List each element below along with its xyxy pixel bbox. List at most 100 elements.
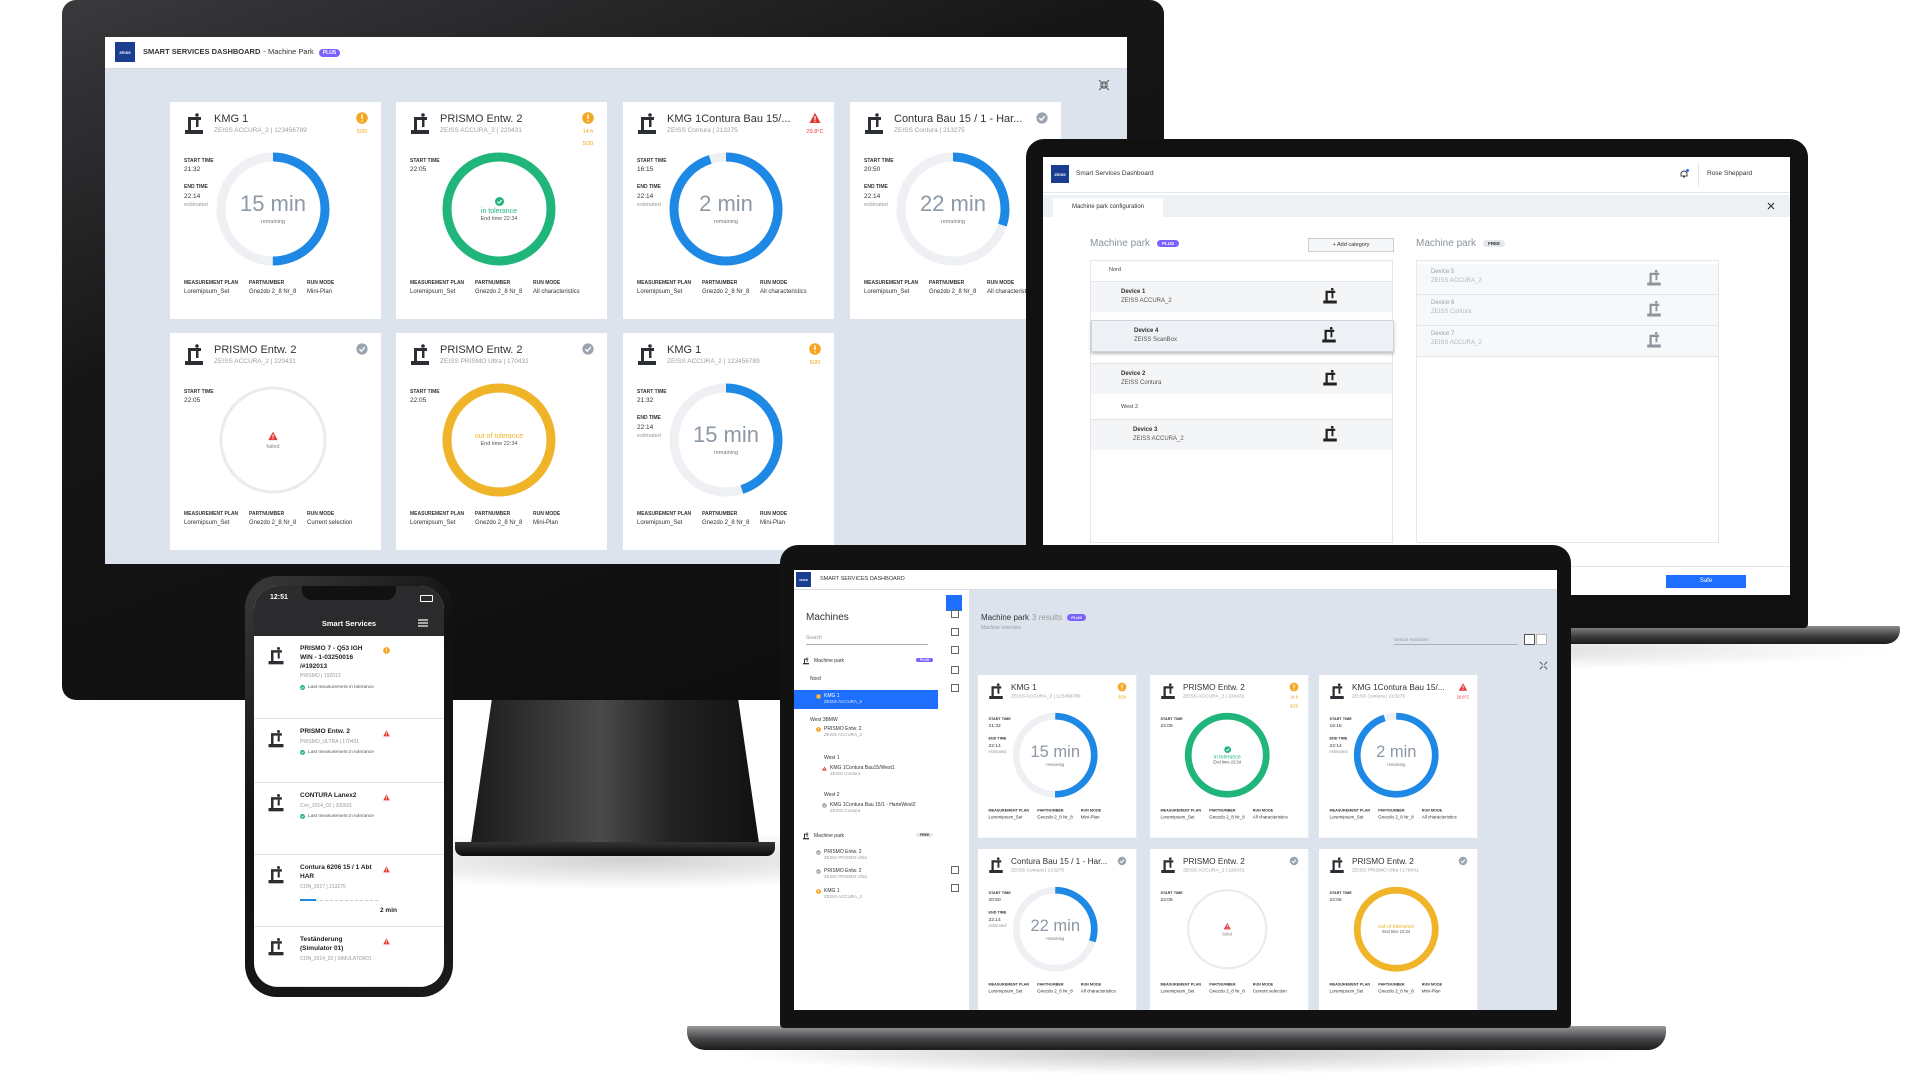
tree-item[interactable]: PRISMO Entw. 2 ZEISS PRISMO Ultra <box>824 868 867 879</box>
device-row[interactable]: Device 7 ZEISS ACCURA_2 <box>1417 326 1718 357</box>
field-value: Loremipsum_Set <box>637 520 683 526</box>
icon-shape <box>277 938 280 941</box>
tree-item[interactable]: Machine park <box>814 833 844 839</box>
field-value: Gnezdo 2_8 Nr_8 <box>249 520 297 526</box>
machine-name: KMG 1Contura Bau 15/... <box>1352 683 1445 693</box>
machine-card: Contura Bau 15 / 1 - Har... ZEISS Contura… <box>850 102 1061 319</box>
field-label: END TIME <box>988 910 1007 916</box>
list-item[interactable]: Teständerung (Simulator 01) CON_2014_02 |… <box>254 927 444 987</box>
icon-shape <box>996 683 1000 687</box>
status-note: Last measurement in tolerance <box>300 750 414 756</box>
field-value: 22:14 <box>864 193 881 200</box>
machine-name: KMG 1 <box>667 344 702 356</box>
icon-shape <box>1332 861 1335 870</box>
list-item[interactable]: PRISMO Entw. 2 PRISMO_ULTRA | 170431 Last … <box>254 719 444 783</box>
icon-shape <box>268 808 284 812</box>
field-label: START TIME <box>864 158 894 164</box>
machine-card: PRISMO Entw. 2 ZEISS ACCURA_2 | 220431 STA… <box>170 333 381 550</box>
field-value: 22:14 <box>988 917 1001 923</box>
ring-status: in tolerance <box>480 207 518 215</box>
tree-item[interactable]: Nord <box>810 676 821 682</box>
device-row[interactable]: Device 1 ZEISS ACCURA_2 <box>1091 281 1392 312</box>
device-row[interactable]: Device 4 ZEISS ScanBox <box>1091 320 1394 352</box>
time-remaining: 22 min <box>1030 915 1081 935</box>
field-value: Mini-Plan <box>760 520 786 526</box>
field-value: Loremipsum_Set <box>988 815 1023 820</box>
icon-shape <box>1323 300 1337 304</box>
icon-shape <box>1038 115 1046 122</box>
machine-card: PRISMO Entw. 2 ZEISS PRISMO Ultra | 17043… <box>396 333 607 550</box>
device-model: ZEISS ACCURA_2 <box>1431 340 1482 346</box>
tree-item[interactable]: PRISMO Entw. 2 ZEISS PRISMO Ultra <box>824 849 867 860</box>
field-value: Loremipsum_Set <box>1329 815 1364 820</box>
icon-shape <box>1325 428 1336 431</box>
tree-item[interactable]: KMG 1Contura Bau15/West1 ZEISS Contura <box>830 765 895 776</box>
check-icon <box>494 196 504 206</box>
collapse-icon <box>1098 79 1110 91</box>
machine-icon <box>268 730 284 748</box>
ring-center: 2 min remaining <box>664 147 788 271</box>
tree-item[interactable]: West 3BMW <box>810 717 838 723</box>
icon-shape <box>1036 112 1048 124</box>
badge: PLUS <box>916 658 934 662</box>
field-label: PARTNUMBER <box>1037 808 1064 814</box>
field-value: 22:05 <box>410 397 427 404</box>
status-icon <box>1223 922 1231 929</box>
ring-center: 2 min remaining <box>1350 709 1443 802</box>
note-text: Last measurement in tolerance <box>308 814 374 820</box>
field-value: 22:14 <box>184 193 201 200</box>
field-value: Loremipsum_Set <box>1160 989 1195 994</box>
icon-shape <box>1169 862 1172 868</box>
field-label: MEASUREMENT PLAN <box>864 280 919 286</box>
icon-shape <box>804 659 805 663</box>
machine-icon <box>1323 425 1337 442</box>
ring-caption: remaining <box>940 219 966 225</box>
list-item[interactable]: CONTURA Lanex2 Con_2014_02 | 330601 Last m… <box>254 783 444 855</box>
tree-item[interactable]: West 1 <box>824 755 839 761</box>
icon-shape <box>196 351 199 358</box>
device-name: Device 6 <box>1431 300 1455 306</box>
tree-item[interactable]: PRISMO Entw. 2 ZEISS ACCURA_2 <box>824 726 862 737</box>
list-item[interactable]: PRISMO 7 - Q53 IGH WIN - 1-03250016 /#19… <box>254 636 444 719</box>
icon-shape <box>277 871 280 878</box>
icon-shape <box>824 769 825 771</box>
time-remaining: 15 min <box>239 191 307 216</box>
icon-shape <box>818 730 819 732</box>
tree-item[interactable]: West 2 <box>824 792 839 798</box>
menu-icon[interactable] <box>418 619 428 627</box>
tree-item[interactable]: KMG 1Contura Bau 15/1 - HarteWest2 ZEISS … <box>830 802 916 813</box>
device-row[interactable]: Device 6 ZEISS Contura <box>1417 295 1718 326</box>
search-field[interactable]: Search machines <box>1394 637 1518 645</box>
tree-item[interactable]: KMG 1 ZEISS ACCURA_2 <box>824 693 862 704</box>
field-label: PARTNUMBER <box>475 280 511 286</box>
add-category-button[interactable]: + Add category <box>1308 238 1394 252</box>
save-button[interactable]: Safe <box>1666 575 1746 588</box>
device-row[interactable]: Device 5 ZEISS ACCURA_2 <box>1417 264 1718 295</box>
rail-icon <box>951 628 959 636</box>
panel-title: Machine park FREE <box>1416 238 1506 249</box>
search-field[interactable]: Search <box>806 635 928 645</box>
ring-caption: remaining <box>1046 936 1065 942</box>
tree-item[interactable]: KMG 1 ZEISS ACCURA_2 <box>824 888 862 899</box>
icon-shape <box>1168 683 1172 687</box>
field-label: END TIME <box>1329 736 1348 742</box>
list-item[interactable]: Contura 6206 15 / 1 Abt HAR CON_2017 | 21… <box>254 855 444 927</box>
device-row[interactable]: Device 3 ZEISS ACCURA_2 <box>1091 419 1392 450</box>
device-row[interactable]: Device 2 ZEISS Contura <box>1091 363 1392 394</box>
icon-shape <box>876 120 879 127</box>
status-detail: 5/20 <box>582 141 594 147</box>
app-title: Smart Services <box>321 619 377 628</box>
icon-shape <box>806 659 808 662</box>
app-header: ZEISS Smart Services Dashboard Rose Sheppa… <box>1043 157 1790 193</box>
machine-icon <box>803 657 809 665</box>
check-icon <box>1223 745 1231 753</box>
tree-sublabel: ZEISS PRISMO Ultra <box>824 855 867 860</box>
machine-model: ZEISS Contura | 213275 <box>894 127 965 134</box>
tree-item[interactable]: Machine park <box>814 658 844 664</box>
icon-shape <box>301 751 304 755</box>
ring-status: out of tolerance <box>1378 924 1415 930</box>
field-note: estimated <box>637 202 661 208</box>
field-label: RUN MODE <box>1080 982 1102 988</box>
tree-label: West 1 <box>824 755 840 761</box>
